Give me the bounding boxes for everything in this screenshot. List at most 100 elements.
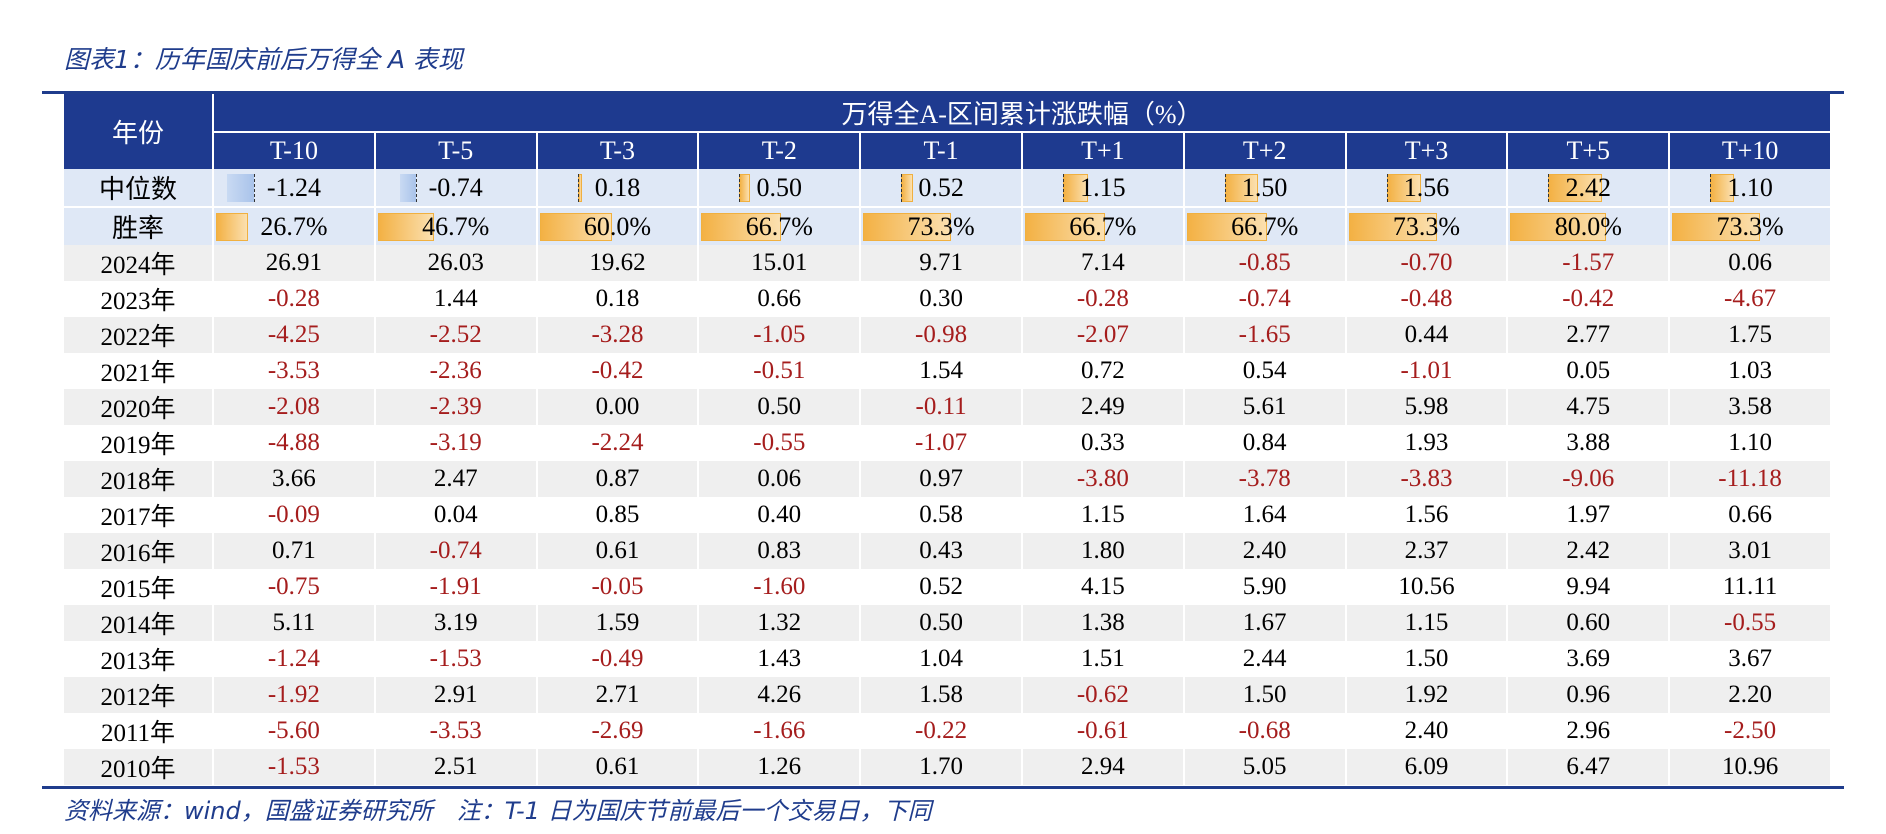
median-value: 1.15	[1080, 172, 1126, 202]
median-axis	[254, 173, 255, 202]
win-rate-cell: 66.7%	[699, 206, 860, 245]
value-cell: 1.50	[1184, 677, 1345, 713]
value-cell: 1.32	[699, 605, 860, 641]
table-row: 2013年 -1.24 -1.53 -0.49 1.43 1.04 1.51 2.44 1.50…	[64, 641, 1830, 677]
median-bar	[901, 173, 913, 202]
value-cell: 0.84	[1184, 425, 1345, 461]
value-cell: 0.33	[1022, 425, 1183, 461]
value-cell: 1.10	[1670, 425, 1830, 461]
win-rate-bar	[1186, 212, 1267, 241]
median-cell: 1.50	[1184, 169, 1345, 206]
value-cell: 0.50	[861, 605, 1021, 641]
column-header: T+2	[1184, 131, 1345, 169]
value-cell: -4.67	[1670, 281, 1830, 317]
value-cell: 9.94	[1508, 569, 1669, 605]
value-cell: 1.64	[1184, 497, 1345, 533]
value-cell: 1.70	[861, 749, 1021, 785]
value-cell: -1.65	[1184, 317, 1345, 353]
value-cell: -0.28	[1022, 281, 1183, 317]
value-cell: 1.26	[699, 749, 860, 785]
value-cell: 1.43	[699, 641, 860, 677]
value-cell: -1.91	[375, 569, 536, 605]
value-cell: 0.04	[375, 497, 536, 533]
year-header: 年份	[64, 94, 212, 169]
win-rate-bar	[216, 212, 249, 241]
median-axis	[1710, 173, 1712, 202]
value-cell: 0.66	[1670, 497, 1830, 533]
column-header: T+10	[1670, 131, 1830, 169]
value-cell: 2.51	[375, 749, 536, 785]
table-row: 2019年 -4.88 -3.19 -2.24 -0.55 -1.07 0.33 0.84 1.…	[64, 425, 1830, 461]
value-cell: 0.71	[214, 533, 374, 569]
value-cell: 1.15	[1022, 497, 1183, 533]
value-cell: 2.94	[1022, 749, 1183, 785]
value-cell: 0.44	[1346, 317, 1507, 353]
year-cell: 2021年	[64, 353, 212, 389]
value-cell: -2.36	[375, 353, 536, 389]
table-row: 2014年 5.11 3.19 1.59 1.32 0.50 1.38 1.67 1.15 0.6…	[64, 605, 1830, 641]
value-cell: -11.18	[1670, 461, 1830, 497]
value-cell: -1.53	[375, 641, 536, 677]
value-cell: -9.06	[1508, 461, 1669, 497]
year-cell: 2022年	[64, 317, 212, 353]
value-cell: 6.47	[1508, 749, 1669, 785]
top-rule	[42, 91, 1844, 94]
win-rate-value: 73.3%	[1392, 211, 1461, 241]
win-rate-bar	[701, 212, 782, 241]
value-cell: 10.56	[1346, 569, 1507, 605]
win-rate-cell: 66.7%	[1022, 206, 1183, 245]
value-cell: -0.48	[1346, 281, 1507, 317]
value-cell: 2.20	[1670, 677, 1830, 713]
win-rate-label: 胜率	[64, 206, 212, 245]
source-note: 资料来源：wind，国盛证券研究所 注：T-1 日为国庆节前最后一个交易日，下同	[64, 797, 932, 825]
median-bar	[1548, 173, 1602, 202]
column-header: T-1	[861, 131, 1021, 169]
column-header: T+3	[1346, 131, 1507, 169]
value-cell: 1.92	[1346, 677, 1507, 713]
win-rate-cell: 60.0%	[537, 206, 698, 245]
value-cell: 3.58	[1670, 389, 1830, 425]
table-row: 2018年 3.66 2.47 0.87 0.06 0.97 -3.80 -3.78 -3.83…	[64, 461, 1830, 497]
value-cell: 3.67	[1670, 641, 1830, 677]
table-row: 2020年 -2.08 -2.39 0.00 0.50 -0.11 2.49 5.61 5.98…	[64, 389, 1830, 425]
value-cell: 3.01	[1670, 533, 1830, 569]
column-header: T-3	[537, 131, 698, 169]
value-cell: -0.74	[375, 533, 536, 569]
value-cell: 1.15	[1346, 605, 1507, 641]
chart-title: 图表1：历年国庆前后万得全 A 表现	[64, 45, 463, 74]
table-row: 2015年 -0.75 -1.91 -0.05 -1.60 0.52 4.15 5.90 10.…	[64, 569, 1830, 605]
median-cell: 1.15	[1022, 169, 1183, 206]
value-cell: 1.50	[1346, 641, 1507, 677]
value-cell: 1.51	[1022, 641, 1183, 677]
value-cell: -0.05	[537, 569, 698, 605]
table-body: 中位数 -1.24 -0.74 0.18 0.50 0.52 1.15 1.50 1.56 2.4…	[64, 169, 1830, 785]
value-cell: 26.91	[214, 245, 374, 281]
win-rate-bar	[1510, 212, 1607, 241]
median-cell: 1.56	[1346, 169, 1507, 206]
median-cell: 0.50	[699, 169, 860, 206]
column-header: T+1	[1022, 131, 1183, 169]
win-rate-value: 73.3%	[907, 211, 975, 241]
value-cell: -2.07	[1022, 317, 1183, 353]
value-cell: 5.05	[1184, 749, 1345, 785]
median-cell: 1.10	[1670, 169, 1830, 206]
value-cell: -4.88	[214, 425, 374, 461]
median-bar	[1386, 173, 1421, 202]
value-cell: -4.25	[214, 317, 374, 353]
year-cell: 2014年	[64, 605, 212, 641]
median-label: 中位数	[64, 169, 212, 206]
value-cell: -3.83	[1346, 461, 1507, 497]
value-cell: -1.66	[699, 713, 860, 749]
value-cell: 1.56	[1346, 497, 1507, 533]
value-cell: -0.55	[1670, 605, 1830, 641]
median-axis	[1548, 173, 1550, 202]
value-cell: -1.01	[1346, 353, 1507, 389]
value-cell: -0.42	[537, 353, 698, 389]
value-cell: -1.53	[214, 749, 374, 785]
value-cell: 4.15	[1022, 569, 1183, 605]
win-rate-value: 60.0%	[583, 211, 652, 241]
win-rate-value: 26.7%	[260, 211, 328, 241]
win-rate-cell: 73.3%	[1346, 206, 1507, 245]
column-header: T+5	[1508, 131, 1669, 169]
value-cell: 2.40	[1184, 533, 1345, 569]
